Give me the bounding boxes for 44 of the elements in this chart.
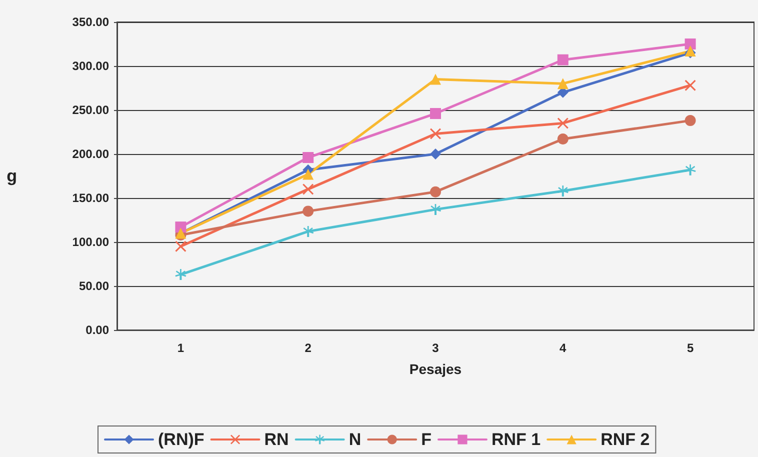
y-tick-label: 100.00 xyxy=(72,235,110,249)
y-tick-label: 200.00 xyxy=(72,147,110,161)
y-tick-label: 0.00 xyxy=(86,323,110,337)
x-axis-title: Pesajes xyxy=(409,361,462,377)
legend-label: RN xyxy=(264,430,289,449)
point xyxy=(684,164,696,176)
y-tick-label: 50.00 xyxy=(78,279,110,293)
legend-label: (RN)F xyxy=(158,430,204,449)
point xyxy=(557,185,568,196)
point xyxy=(302,184,314,195)
point xyxy=(302,152,314,164)
x-tick-label: 2 xyxy=(304,341,312,355)
x-tick-label: 4 xyxy=(560,341,567,355)
point xyxy=(430,148,441,160)
x-tick-label: 1 xyxy=(177,341,184,355)
legend-label: N xyxy=(348,430,362,449)
legend-label: RNF 2 xyxy=(600,430,650,449)
point xyxy=(684,115,696,126)
point xyxy=(430,108,441,120)
x-tick-label: 5 xyxy=(686,341,694,355)
point xyxy=(557,78,568,90)
point xyxy=(302,206,314,217)
point xyxy=(430,128,441,140)
legend-label: F xyxy=(421,430,432,449)
y-tick-label: 350.00 xyxy=(72,15,110,29)
y-axis-title: g xyxy=(6,166,17,186)
y-tick-label: 150.00 xyxy=(72,191,110,205)
point xyxy=(175,269,186,280)
x-tick-label: 3 xyxy=(432,341,440,355)
point xyxy=(557,134,568,145)
point xyxy=(175,222,186,233)
point xyxy=(684,80,696,91)
point xyxy=(557,118,568,129)
point xyxy=(430,186,441,198)
point xyxy=(175,240,186,252)
point xyxy=(430,204,441,215)
legend-label: RNF 1 xyxy=(491,430,541,449)
point xyxy=(302,226,314,237)
point xyxy=(430,74,441,85)
y-tick-label: 300.00 xyxy=(72,59,110,73)
point xyxy=(684,38,696,50)
y-tick-label: 250.00 xyxy=(72,103,110,117)
point xyxy=(302,168,314,180)
point xyxy=(557,54,568,66)
